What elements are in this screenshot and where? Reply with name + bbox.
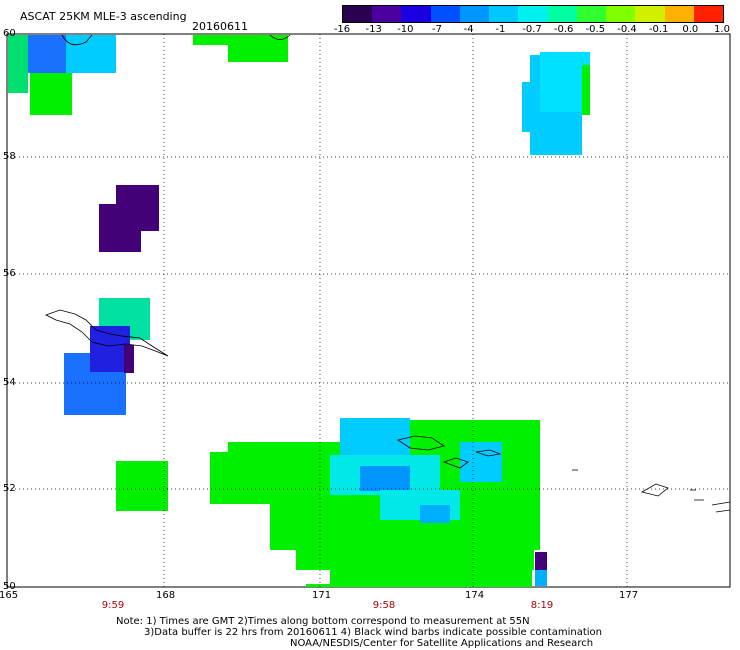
lon-tick-label: 174 xyxy=(465,590,485,601)
coastline xyxy=(690,489,731,513)
data-cell xyxy=(306,584,330,587)
colorbar-swatch xyxy=(635,6,665,22)
lon-tick-label: 165 xyxy=(0,590,19,601)
data-cell xyxy=(210,452,340,504)
data-cell xyxy=(99,204,141,252)
data-cell xyxy=(535,570,547,586)
colorbar-swatch xyxy=(606,6,636,22)
colorbar-swatch xyxy=(547,6,577,22)
coastlines xyxy=(44,34,731,513)
colorbar-label: 1.0 xyxy=(714,24,730,35)
colorbar-label: -0.4 xyxy=(617,24,637,35)
coastline xyxy=(475,449,502,457)
colorbar-label: -7 xyxy=(432,24,442,35)
pass-time: 8:19 xyxy=(530,600,554,611)
data-cell xyxy=(228,442,340,454)
colorbar-swatch xyxy=(430,6,460,22)
note-line-2: 3)Data buffer is 22 hrs from 20160611 4)… xyxy=(144,627,602,638)
coastline xyxy=(44,309,169,357)
colorbar-label: -10 xyxy=(397,24,414,35)
colorbar-swatch xyxy=(489,6,519,22)
colorbar-label: -1 xyxy=(495,24,506,35)
colorbar-label: -0.5 xyxy=(585,24,606,35)
grid-lines xyxy=(7,34,730,587)
data-cell xyxy=(535,552,547,570)
note-line-1: Note: 1) Times are GMT 2)Times along bot… xyxy=(116,616,530,627)
colorbar-label: -0.7 xyxy=(522,24,542,35)
colorbar xyxy=(342,5,724,23)
lat-tick-label: 60 xyxy=(3,28,16,39)
colorbar-label: -0.1 xyxy=(648,24,669,35)
colorbar-swatch xyxy=(401,6,431,22)
colorbar-swatch xyxy=(459,6,490,22)
colorbar-label: -13 xyxy=(365,24,382,35)
data-cell xyxy=(540,52,590,112)
data-cell xyxy=(460,442,502,482)
data-cell xyxy=(28,35,66,73)
lon-tick-label: 168 xyxy=(156,590,176,601)
lat-tick-label: 54 xyxy=(3,377,16,388)
data-cell xyxy=(30,73,72,115)
data-cell xyxy=(8,35,28,93)
data-cell xyxy=(116,461,168,511)
data-cell xyxy=(193,35,288,45)
colorbar-label: -0.6 xyxy=(553,24,574,35)
colorbar-label: -4 xyxy=(463,24,474,35)
colorbar-swatch xyxy=(372,6,402,22)
lon-tick-label: 177 xyxy=(619,590,639,601)
data-cell xyxy=(330,565,532,587)
data-cell xyxy=(66,35,116,73)
colorbar-label: -16 xyxy=(333,24,351,35)
lat-tick-label: 52 xyxy=(3,483,16,494)
coastline xyxy=(397,435,445,451)
pass-time: 9:59 xyxy=(101,600,125,611)
product-title: ASCAT 25KM MLE-3 ascending xyxy=(20,10,187,23)
coastline xyxy=(61,34,93,46)
coastline xyxy=(269,34,291,40)
colorbar-swatch xyxy=(693,6,724,22)
data-cell xyxy=(360,466,410,491)
data-cell xyxy=(340,418,410,460)
lat-tick-label: 50 xyxy=(3,581,16,592)
colorbar-swatch xyxy=(518,6,548,22)
wind-data-cells xyxy=(8,35,590,587)
product-date: 20160611 xyxy=(192,20,248,33)
note-line-3: NOAA/NESDIS/Center for Satellite Applica… xyxy=(290,638,594,649)
data-cell xyxy=(420,505,450,523)
pass-time: 9:58 xyxy=(372,600,396,611)
lat-tick-label: 56 xyxy=(3,268,16,279)
data-cell xyxy=(124,345,134,373)
coastline xyxy=(640,483,669,497)
data-cell xyxy=(228,45,288,62)
lat-tick-label: 58 xyxy=(3,151,16,162)
colorbar-swatch xyxy=(664,6,694,22)
colorbar-swatch xyxy=(343,6,373,22)
lon-tick-label: 171 xyxy=(312,590,332,601)
data-cell xyxy=(582,65,590,115)
colorbar-swatch xyxy=(576,6,607,22)
colorbar-label: 0.0 xyxy=(682,24,699,35)
coastline xyxy=(442,457,469,469)
